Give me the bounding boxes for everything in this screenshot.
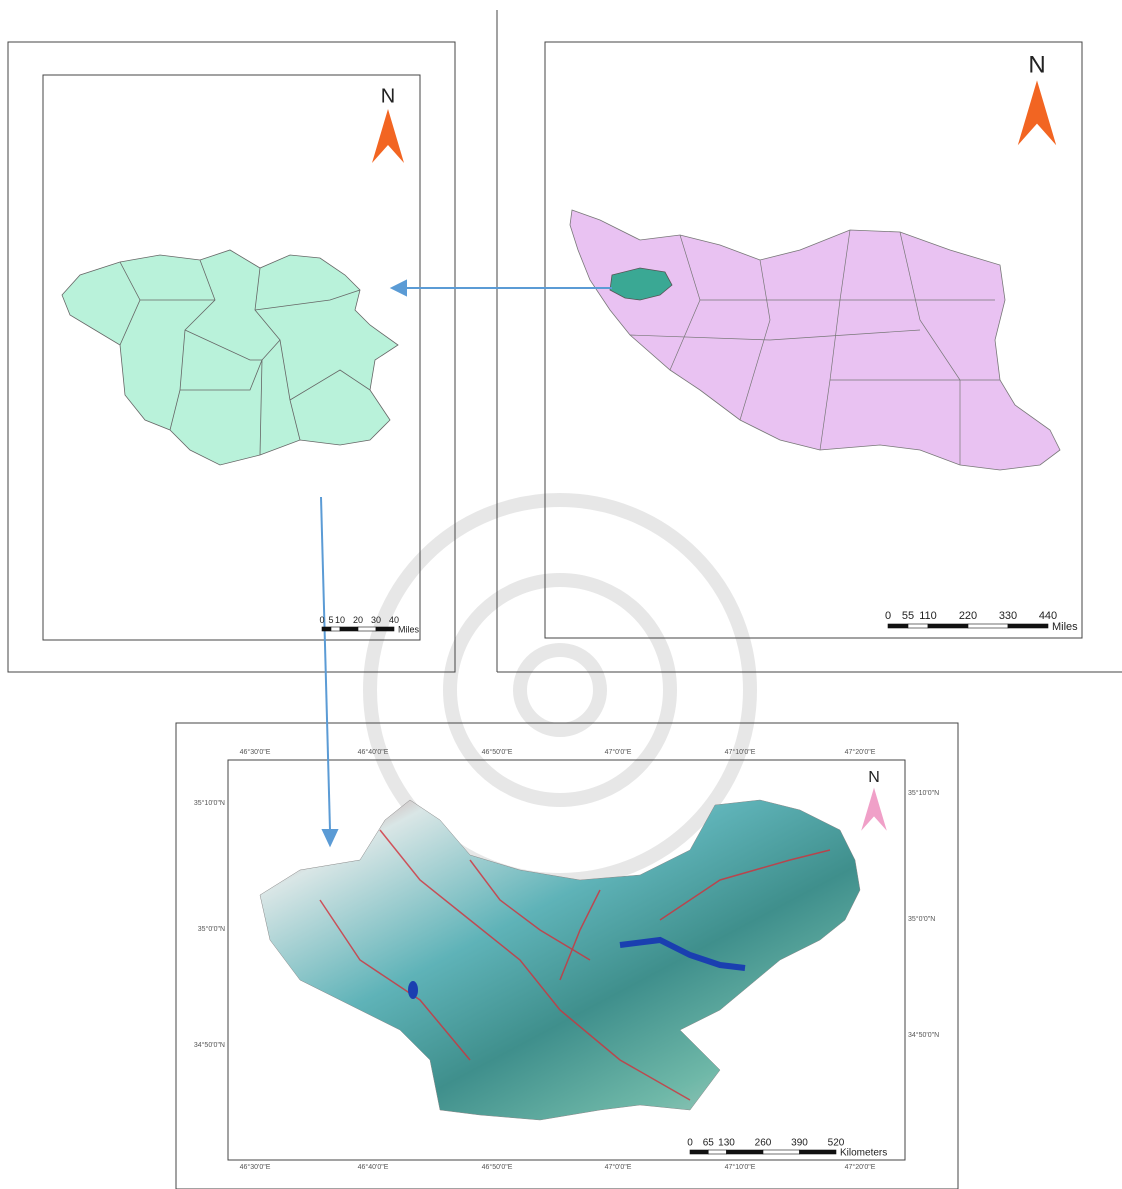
scale-bar-segment bbox=[967, 623, 1009, 629]
scale-bar-segment bbox=[357, 626, 377, 632]
scale-bar-segment bbox=[321, 626, 332, 632]
longitude-label: 46°40'0"E bbox=[358, 1163, 389, 1171]
scale-unit: Miles bbox=[398, 624, 420, 634]
scale-bar-segment bbox=[799, 1149, 837, 1155]
map-frame bbox=[42, 74, 421, 641]
scale-bar-segment bbox=[927, 623, 969, 629]
panel-border bbox=[175, 722, 959, 1189]
scale-tick-label: 0 bbox=[687, 1138, 693, 1149]
panel-border bbox=[7, 41, 456, 673]
map-frame bbox=[544, 41, 1083, 639]
longitude-label: 47°10'0"E bbox=[725, 1163, 756, 1171]
county-borders bbox=[119, 259, 371, 456]
satellite-image bbox=[259, 799, 861, 1121]
province-borders bbox=[629, 229, 1000, 465]
iran-map bbox=[569, 209, 1061, 471]
scale-tick-label: 65 bbox=[703, 1138, 715, 1149]
latitude-label: 35°0'0"N bbox=[908, 915, 935, 923]
scale-tick-label: 330 bbox=[999, 610, 1017, 622]
scale-bar-segment bbox=[762, 1149, 800, 1155]
scale-tick-label: 110 bbox=[919, 610, 937, 622]
latitude-label: 35°0'0"N bbox=[198, 925, 225, 933]
longitude-label: 46°40'0"E bbox=[358, 748, 389, 756]
kermanshah-highlight bbox=[609, 267, 673, 301]
latitude-label: 35°10'0"N bbox=[908, 789, 939, 797]
north-arrow bbox=[861, 787, 887, 831]
longitude-label: 47°0'0"E bbox=[605, 1163, 632, 1171]
scale-tick-label: 260 bbox=[755, 1138, 772, 1149]
latitude-label: 34°50'0"N bbox=[908, 1031, 939, 1039]
latitude-label: 35°10'0"N bbox=[194, 799, 225, 807]
longitude-label: 47°20'0"E bbox=[845, 748, 876, 756]
longitude-label: 46°50'0"E bbox=[482, 1163, 513, 1171]
scale-bar-segment bbox=[339, 626, 359, 632]
north-arrow bbox=[372, 109, 404, 163]
longitude-label: 47°10'0"E bbox=[725, 748, 756, 756]
scale-tick-label: 390 bbox=[791, 1138, 808, 1149]
longitude-label: 46°30'0"E bbox=[240, 1163, 271, 1171]
scale-unit: Kilometers bbox=[840, 1148, 887, 1159]
scale-tick-label: 40 bbox=[389, 615, 399, 625]
scale-bar-segment bbox=[887, 623, 909, 629]
scale-bar-segment bbox=[375, 626, 395, 632]
scale-tick-label: 30 bbox=[371, 615, 381, 625]
scale-tick-label: 220 bbox=[959, 610, 977, 622]
longitude-label: 47°20'0"E bbox=[845, 1163, 876, 1171]
scale-tick-label: 130 bbox=[718, 1138, 735, 1149]
scale-bar-segment bbox=[726, 1149, 764, 1155]
north-arrow bbox=[1017, 80, 1057, 146]
north-label: N bbox=[868, 769, 880, 786]
scale-unit: Miles bbox=[1052, 621, 1078, 633]
scale-bar-segment bbox=[707, 1149, 727, 1155]
map-frame bbox=[227, 759, 906, 1161]
scale-bar-segment bbox=[330, 626, 341, 632]
scale-tick-label: 20 bbox=[353, 615, 363, 625]
scale-tick-label: 0 bbox=[319, 615, 324, 625]
longitude-label: 47°0'0"E bbox=[605, 748, 632, 756]
north-label: N bbox=[1028, 51, 1045, 78]
scale-tick-label: 440 bbox=[1039, 610, 1057, 622]
scale-tick-label: 5 bbox=[328, 615, 333, 625]
connector-arrow bbox=[320, 279, 612, 848]
scale-bar-segment bbox=[689, 1149, 709, 1155]
scale-tick-label: 520 bbox=[828, 1138, 845, 1149]
north-label: N bbox=[381, 85, 395, 107]
scale-tick-label: 10 bbox=[335, 615, 345, 625]
latitude-label: 34°50'0"N bbox=[194, 1041, 225, 1049]
scale-bar-segment bbox=[907, 623, 929, 629]
scale-bar-segment bbox=[1007, 623, 1049, 629]
scale-tick-label: 55 bbox=[902, 610, 914, 622]
lake bbox=[408, 981, 418, 999]
lake bbox=[619, 936, 746, 971]
drainage bbox=[319, 829, 831, 1101]
longitude-label: 46°50'0"E bbox=[482, 748, 513, 756]
kermanshah-province bbox=[61, 249, 399, 466]
longitude-label: 46°30'0"E bbox=[240, 748, 271, 756]
scale-tick-label: 0 bbox=[885, 610, 891, 622]
